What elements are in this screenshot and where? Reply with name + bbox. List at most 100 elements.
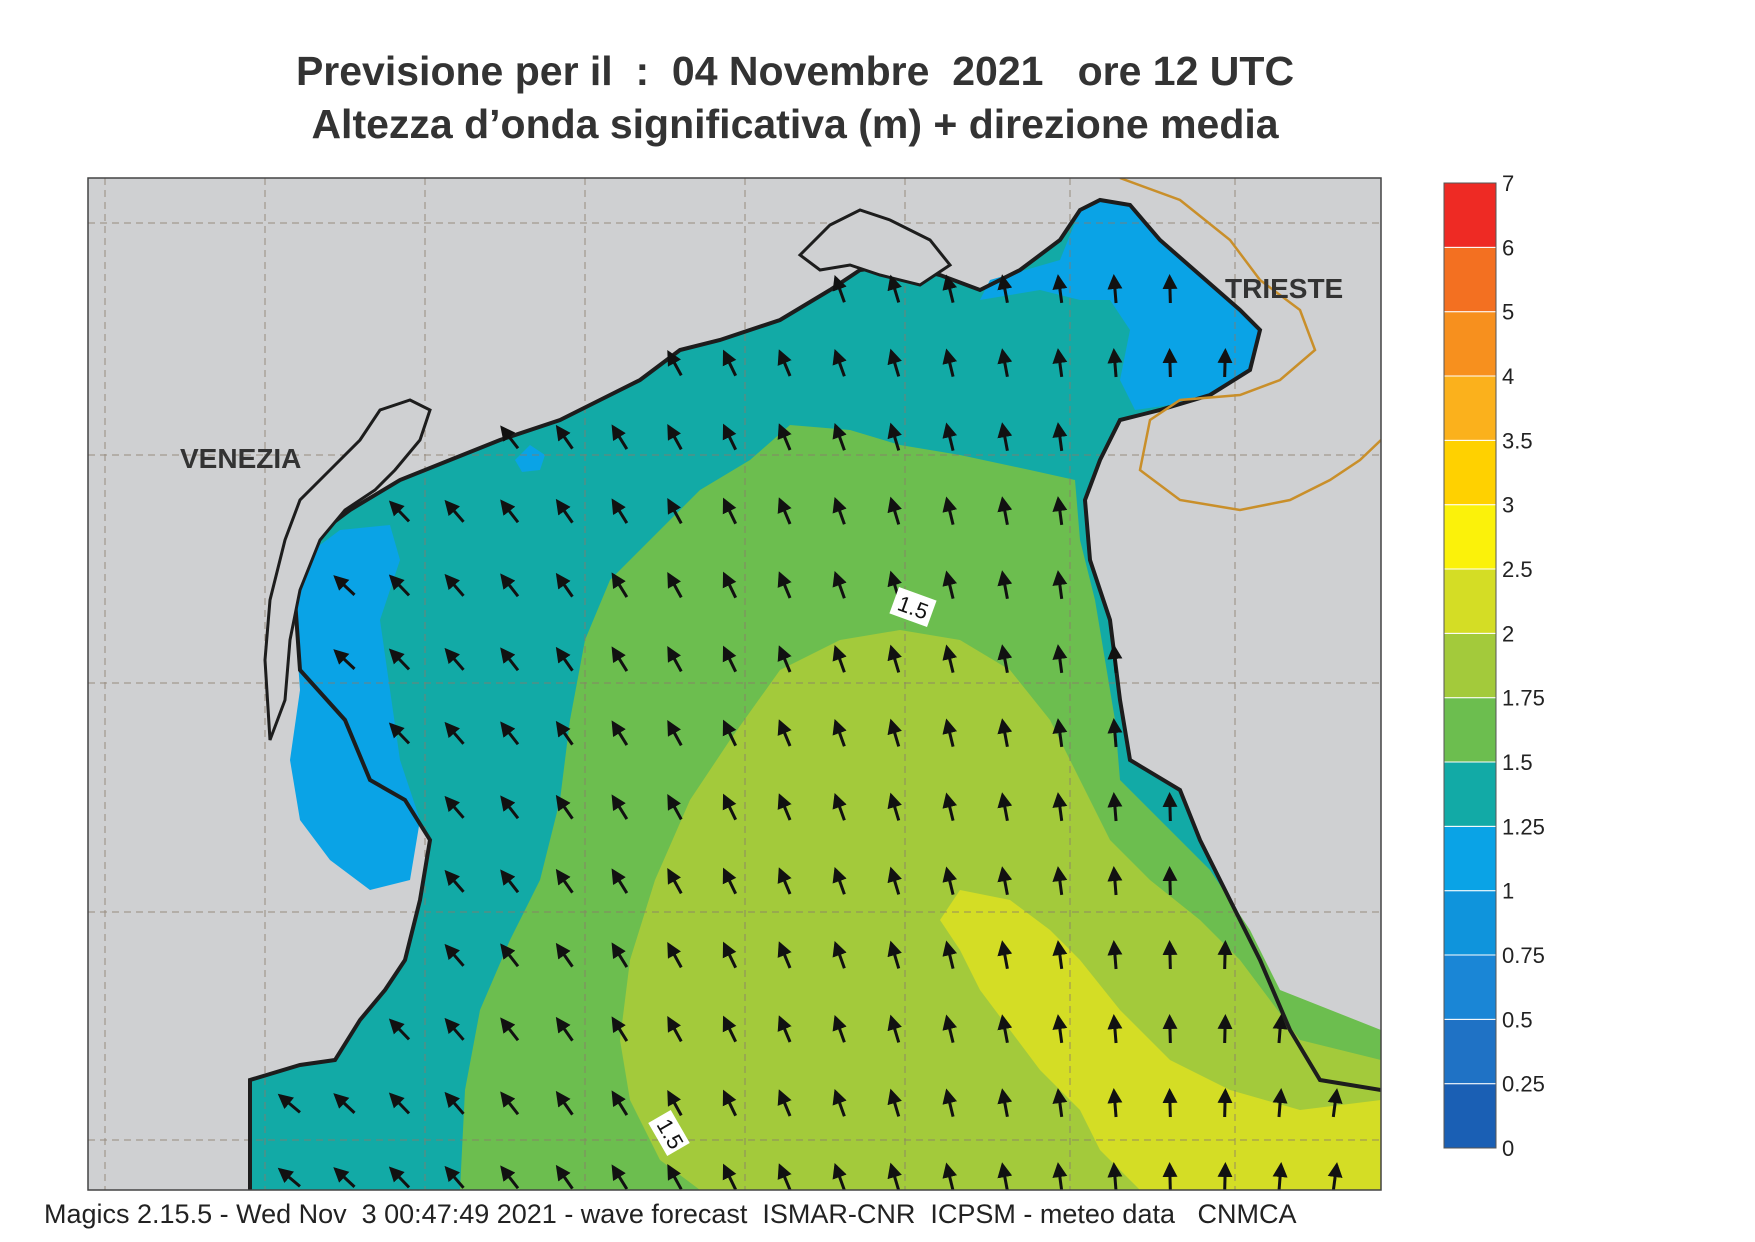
wave-arrow — [722, 1089, 738, 1117]
wave-arrow — [500, 1165, 520, 1190]
wave-arrow — [444, 795, 465, 819]
wave-arrow — [444, 573, 465, 597]
wave-arrow — [388, 1018, 411, 1041]
wave-arrow — [1107, 940, 1123, 970]
wave-arrow — [611, 794, 629, 820]
wave-arrow — [444, 1017, 465, 1041]
colorbar-label: 0 — [1502, 1136, 1514, 1161]
colorbar-label: 1.75 — [1502, 686, 1545, 711]
wave-arrow — [500, 425, 520, 450]
wave-arrow — [777, 645, 792, 673]
colorbar-label: 7 — [1502, 171, 1514, 196]
wave-arrow — [997, 570, 1013, 600]
wave-arrow — [1217, 1014, 1233, 1044]
wave-arrow — [887, 1088, 902, 1117]
colorbar-label: 4 — [1502, 364, 1514, 389]
wave-arrow — [942, 940, 958, 969]
wave-arrow — [611, 646, 629, 672]
wave-arrow — [942, 348, 958, 377]
wave-arrow — [942, 792, 958, 821]
wave-arrow — [500, 1017, 520, 1042]
yellow-zone — [940, 890, 1381, 1190]
wave-arrow — [1272, 1162, 1288, 1190]
wave-arrow — [1327, 1088, 1343, 1118]
wave-arrow — [444, 647, 465, 671]
colorbar: 0 0.25 0.5 0.75 1 1.25 1.5 1.75 2 2.5 3 3.5 4 5 6 7 — [1443, 171, 1545, 1161]
wave-arrow — [997, 792, 1013, 822]
wave-arrow — [388, 500, 411, 523]
wave-arrow — [997, 1088, 1013, 1118]
wave-arrow — [611, 572, 629, 598]
wave-arrow — [1107, 1014, 1123, 1044]
wave-arrow — [887, 274, 902, 303]
colorbar-frame — [1443, 182, 1497, 1149]
wave-arrow — [997, 718, 1013, 748]
wave-arrow — [832, 274, 847, 303]
wave-arrow — [997, 644, 1013, 674]
wave-arrow — [1052, 644, 1068, 674]
wave-arrow — [942, 1088, 958, 1117]
wave-arrow — [388, 722, 411, 745]
wave-arrow — [777, 941, 792, 969]
wave-arrow — [555, 1016, 574, 1042]
colorbar-label: 5 — [1502, 300, 1514, 325]
wave-arrow — [667, 793, 683, 821]
wave-arrow — [611, 424, 629, 450]
colorbar-swatch — [1443, 182, 1497, 248]
wave-arrow — [1217, 348, 1233, 378]
wave-arrow — [1052, 496, 1068, 526]
wave-arrow — [942, 718, 958, 747]
wave-arrow — [611, 1090, 629, 1116]
city-label-venezia: VENEZIA — [180, 443, 301, 474]
wave-arrow — [832, 570, 847, 599]
colorbar-label: 2.5 — [1502, 557, 1533, 582]
wave-arrow — [611, 498, 629, 524]
colorbar-swatch — [1443, 825, 1497, 892]
wave-arrow — [555, 794, 574, 820]
wave-arrow — [667, 645, 683, 673]
wave-arrow — [555, 720, 574, 746]
map-subtitle: Altezza d’onda significativa (m) + direz… — [311, 101, 1279, 147]
wave-arrow — [1107, 348, 1123, 378]
wave-arrow — [611, 868, 629, 894]
wave-arrow — [388, 1166, 411, 1189]
wave-arrow — [667, 867, 683, 895]
wave-arrow — [1162, 1162, 1178, 1190]
wave-arrow — [832, 1162, 847, 1190]
wave-arrow — [1162, 940, 1178, 970]
wave-arrow — [777, 719, 792, 747]
colorbar-label: 1.5 — [1502, 750, 1533, 775]
wave-arrow — [777, 793, 792, 821]
wave-arrow — [777, 423, 792, 451]
wave-arrow — [500, 499, 520, 524]
colorbar-label: 6 — [1502, 235, 1514, 260]
wave-arrow — [942, 1014, 958, 1043]
wave-arrow — [777, 1015, 792, 1043]
wave-arrow — [722, 1015, 738, 1043]
colorbar-label: 1 — [1502, 879, 1514, 904]
wave-arrow — [777, 497, 792, 525]
wave-arrow — [942, 1162, 958, 1190]
wave-arrow — [667, 571, 683, 599]
wave-arrow — [667, 719, 683, 747]
wave-arrow — [388, 648, 411, 671]
wave-arrow — [832, 422, 847, 451]
wave-arrow — [611, 1016, 629, 1042]
wave-arrow — [942, 644, 958, 673]
wave-arrow — [1272, 1088, 1288, 1118]
wave-arrow — [832, 1014, 847, 1043]
wave-arrow — [1162, 866, 1178, 896]
wave-arrow — [887, 1014, 902, 1043]
wave-arrow — [555, 646, 574, 672]
wave-arrow — [832, 1088, 847, 1117]
colorbar-swatch — [1443, 632, 1497, 699]
wave-arrow — [1162, 792, 1178, 822]
wave-arrow — [887, 940, 902, 969]
wave-arrow — [722, 793, 738, 821]
wave-arrow — [887, 422, 902, 451]
wave-arrow — [500, 1091, 520, 1116]
wave-arrow — [667, 1015, 683, 1043]
colorbar-swatch — [1443, 890, 1497, 956]
wave-arrow — [942, 570, 958, 599]
